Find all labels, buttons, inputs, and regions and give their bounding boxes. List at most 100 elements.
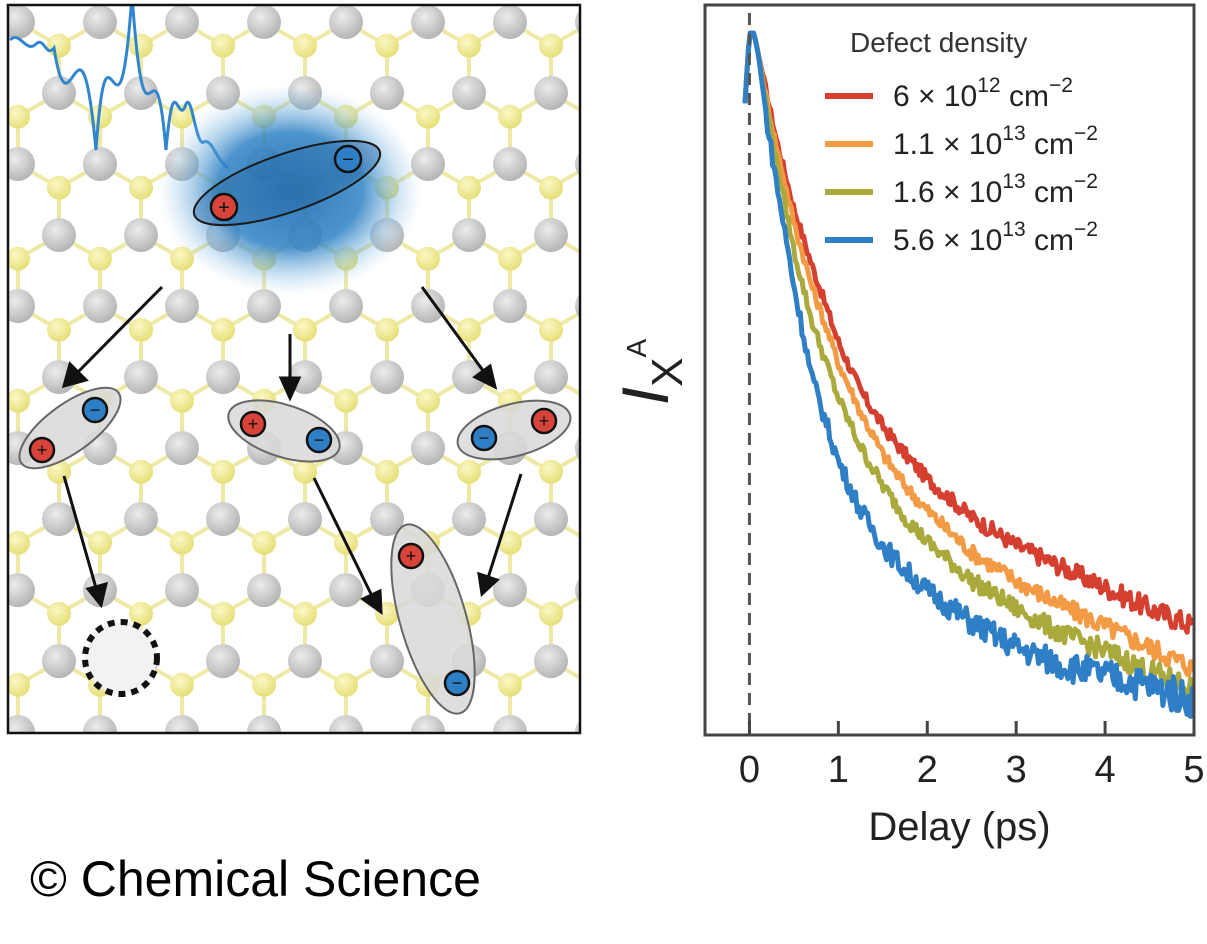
chalcogen-atom xyxy=(580,105,604,129)
legend-mantissa: 6 × 10 xyxy=(893,80,977,113)
hole-symbol: + xyxy=(539,411,550,431)
chalcogen-atom xyxy=(539,601,563,626)
hole-charge: + xyxy=(530,407,558,435)
legend-mantissa: 1.6 × 10 xyxy=(893,176,1002,209)
chalcogen-atom xyxy=(621,460,645,484)
metal-atom xyxy=(8,715,35,733)
electron-charge: − xyxy=(470,424,498,452)
metal-atom xyxy=(329,573,363,608)
x-axis-label: Delay (ps) xyxy=(868,805,1050,849)
electron-charge: − xyxy=(333,144,363,174)
metal-atom xyxy=(411,289,445,324)
chalcogen-atom xyxy=(703,744,727,768)
legend-unit: cm xyxy=(1001,80,1049,113)
metal-atom xyxy=(657,5,691,39)
chalcogen-atom xyxy=(375,33,399,58)
chalcogen-atom xyxy=(416,104,440,129)
metal-atom xyxy=(534,218,568,253)
chalcogen-atom xyxy=(539,175,563,200)
metal-atom xyxy=(452,218,486,253)
metal-atom xyxy=(165,5,199,39)
chalcogen-atom xyxy=(457,317,481,342)
metal-atom xyxy=(370,76,404,111)
chalcogen-atom xyxy=(744,247,768,271)
x-tick-label: 3 xyxy=(1006,749,1027,791)
metal-atom xyxy=(83,289,117,324)
metal-atom xyxy=(534,502,568,537)
metal-atom xyxy=(370,360,404,395)
chalcogen-atom xyxy=(744,389,768,413)
electron-charge: − xyxy=(81,396,109,424)
metal-atom xyxy=(165,431,199,466)
photon-wave-icon xyxy=(8,5,229,170)
plot-frame xyxy=(703,3,1196,737)
chalcogen-atom xyxy=(539,744,563,768)
series-line-4 xyxy=(742,30,1194,719)
metal-atom xyxy=(42,218,76,253)
legend-entry: 1.6 × 1013 cm−2 xyxy=(893,170,1098,209)
metal-atom xyxy=(206,502,240,537)
chalcogen-atom xyxy=(375,744,399,768)
metal-atom xyxy=(370,502,404,537)
metal-atom xyxy=(534,644,568,679)
chalcogen-atom xyxy=(744,531,768,555)
metal-atom xyxy=(616,218,650,252)
exciton-schematic: + − + − + − + − xyxy=(8,5,768,768)
exciton-initial: + − xyxy=(192,139,382,227)
chalcogen-atom xyxy=(129,459,153,484)
electron-symbol: − xyxy=(342,149,354,171)
metal-atom xyxy=(370,644,404,679)
electron-symbol: − xyxy=(90,400,101,420)
legend-mantissa: 5.6 × 10 xyxy=(893,224,1002,257)
chalcogen-atom xyxy=(334,672,358,697)
electron-symbol: − xyxy=(314,430,325,450)
chalcogen-atom xyxy=(170,388,194,413)
chalcogen-atom xyxy=(621,744,645,768)
legend-exponent: 13 xyxy=(1002,170,1025,193)
y-axis-label-sub: X xyxy=(643,357,692,386)
metal-atom xyxy=(247,289,281,324)
exciton-small-center: + − xyxy=(227,399,341,463)
metal-atom xyxy=(493,5,527,39)
chalcogen-atom xyxy=(498,530,522,555)
metal-atom xyxy=(616,644,650,678)
y-axis-label-sup: A xyxy=(621,338,652,357)
metal-atom xyxy=(452,360,486,395)
legend-unit: cm xyxy=(1026,128,1074,161)
chalcogen-atom xyxy=(211,744,235,768)
chalcogen-atom xyxy=(88,530,112,555)
metal-atom xyxy=(698,76,732,110)
x-tick-label: 4 xyxy=(1095,749,1116,791)
exciton-envelope xyxy=(192,139,382,227)
metal-atom xyxy=(247,5,281,39)
series-lines xyxy=(742,30,1194,719)
legend-unit-exponent: −2 xyxy=(1074,218,1098,241)
metal-atom xyxy=(698,360,732,394)
electron-symbol: − xyxy=(452,673,463,693)
metal-atom xyxy=(8,147,35,182)
metal-atom xyxy=(657,431,691,465)
legend: Defect density 6 × 1012 cm−21.1 × 1013 c… xyxy=(825,27,1098,257)
metal-atom xyxy=(206,644,240,679)
chalcogen-atom xyxy=(211,33,235,58)
metal-atom xyxy=(42,502,76,537)
chalcogen-atom xyxy=(539,317,563,342)
hole-symbol: + xyxy=(218,197,230,219)
relaxation-arrows xyxy=(61,285,523,616)
chalcogen-atom xyxy=(744,673,768,697)
chalcogen-atom xyxy=(703,176,727,200)
metal-atom xyxy=(698,218,732,252)
chalcogen-atom xyxy=(47,601,71,626)
chalcogen-atom xyxy=(252,530,276,555)
hole-charge: + xyxy=(239,410,267,438)
chalcogen-atom xyxy=(703,318,727,342)
metal-atom xyxy=(698,502,732,536)
hole-symbol: + xyxy=(248,414,259,434)
chalcogen-atom xyxy=(375,317,399,342)
metal-atom xyxy=(124,218,158,253)
chalcogen-atom xyxy=(416,246,440,271)
legend-entry: 6 × 1012 cm−2 xyxy=(893,74,1073,113)
metal-atom xyxy=(124,502,158,537)
